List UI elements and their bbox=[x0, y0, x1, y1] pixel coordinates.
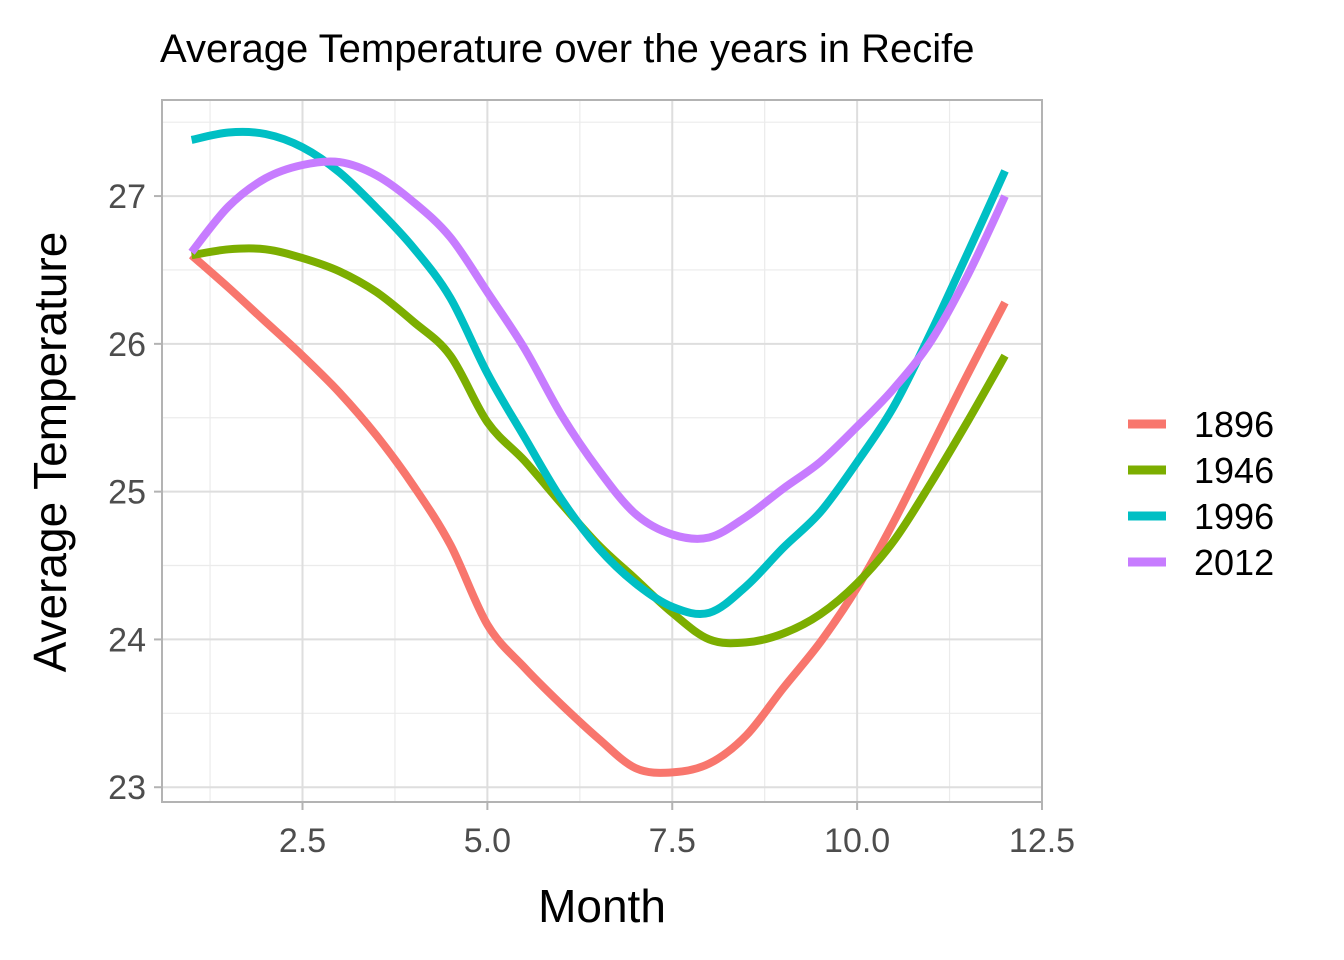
x-axis-title: Month bbox=[538, 880, 666, 932]
y-axis-title: Average Temperature bbox=[24, 232, 76, 673]
x-tick-label: 12.5 bbox=[1009, 822, 1075, 860]
y-tick-label: 27 bbox=[108, 178, 146, 216]
plot-area bbox=[161, 99, 1043, 803]
grid-major bbox=[162, 100, 1043, 802]
series-lines bbox=[188, 127, 1009, 777]
y-axis-ticks: 23 24 25 26 27 bbox=[108, 178, 162, 807]
x-tick-label: 5.0 bbox=[464, 822, 511, 860]
y-tick-label: 24 bbox=[108, 621, 146, 659]
series-line-1896 bbox=[188, 252, 1009, 777]
x-tick-label: 10.0 bbox=[824, 822, 890, 860]
legend-label-1996: 1996 bbox=[1194, 496, 1274, 537]
x-tick-label: 2.5 bbox=[279, 822, 326, 860]
y-tick-label: 26 bbox=[108, 326, 146, 364]
y-tick-label: 23 bbox=[108, 769, 146, 807]
legend-label-1946: 1946 bbox=[1194, 450, 1274, 491]
legend-label-1896: 1896 bbox=[1194, 404, 1274, 445]
plot-background bbox=[162, 100, 1042, 802]
series-line-1996 bbox=[190, 127, 1009, 619]
plot-border bbox=[161, 99, 1043, 803]
x-axis-ticks: 2.5 5.0 7.5 10.0 12.5 bbox=[279, 802, 1075, 860]
series-line-2012 bbox=[188, 157, 1009, 543]
y-tick-label: 25 bbox=[108, 474, 146, 512]
chart-title: Average Temperature over the years in Re… bbox=[160, 27, 975, 71]
legend: 1896 1946 1996 2012 bbox=[1128, 404, 1274, 583]
x-tick-label: 7.5 bbox=[649, 822, 696, 860]
legend-label-2012: 2012 bbox=[1194, 542, 1274, 583]
